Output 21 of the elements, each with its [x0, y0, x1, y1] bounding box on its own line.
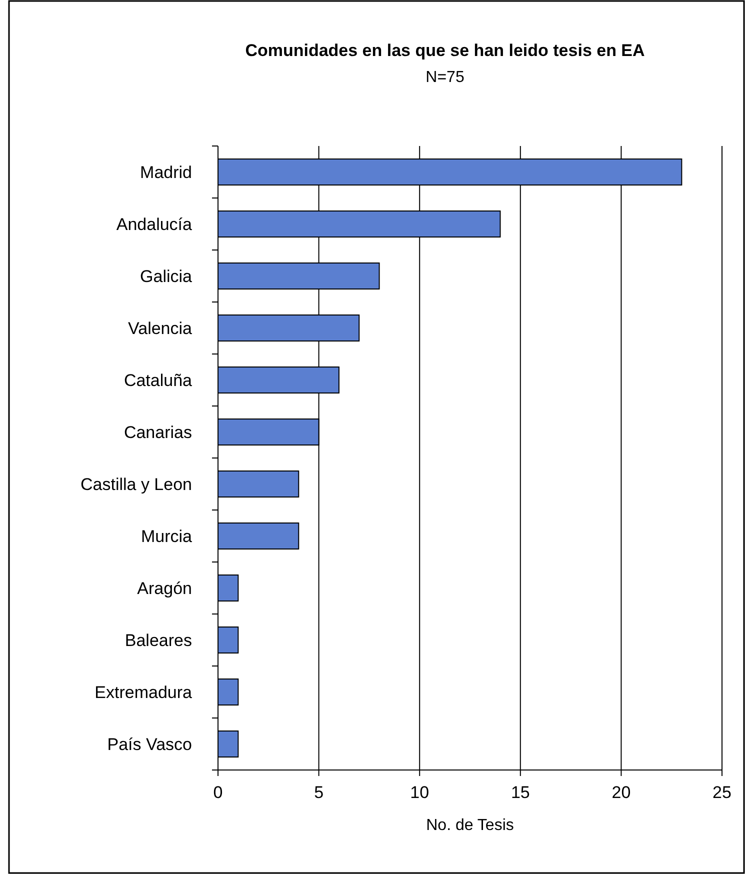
y-tick-label: Extremadura: [94, 682, 193, 702]
chart-subtitle: N=75: [426, 69, 464, 86]
y-tick-label: Murcia: [140, 526, 193, 546]
y-tick-label: Valencia: [128, 318, 193, 338]
chart-title: Comunidades en las que se han leido tesis en EA: [245, 41, 645, 60]
y-tick-label: Madrid: [140, 162, 192, 182]
y-tick-label: Aragón: [137, 578, 192, 598]
y-tick-label: Andalucía: [116, 214, 193, 234]
y-tick-label: País Vasco: [107, 734, 192, 754]
x-tick-label: 5: [314, 782, 324, 802]
y-tick-label: Baleares: [124, 630, 192, 650]
x-tick-label: 0: [213, 782, 223, 802]
y-tick-label: Canarias: [124, 422, 192, 442]
x-tick-label: 10: [410, 782, 430, 802]
x-tick-label: 20: [612, 782, 631, 802]
y-tick-label: Galicia: [140, 266, 193, 286]
y-tick-label: Castilla y Leon: [80, 474, 192, 494]
y-tick-label: Cataluña: [124, 370, 193, 390]
x-axis-title: No. de Tesis: [426, 817, 514, 834]
x-tick-label: 25: [712, 782, 732, 802]
x-tick-label: 15: [510, 782, 530, 802]
